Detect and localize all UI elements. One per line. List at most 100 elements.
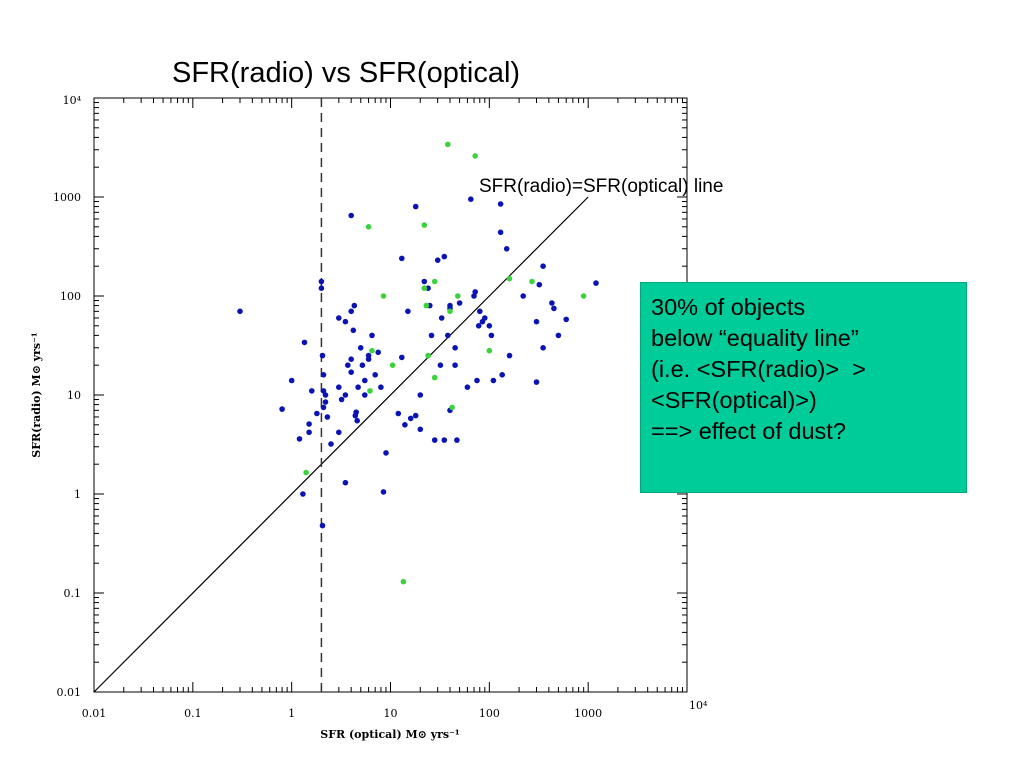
equality-line	[93, 196, 589, 693]
axis-ticks	[93, 97, 688, 693]
data-point-blue	[348, 308, 355, 315]
data-point-green	[369, 347, 375, 354]
data-point-green	[447, 308, 453, 315]
data-point-blue	[322, 399, 329, 405]
data-point-green	[421, 222, 428, 228]
data-point-blue	[438, 315, 445, 321]
data-point-blue	[306, 421, 312, 427]
annotation-line: below “equality line”	[651, 325, 859, 351]
data-point-blue	[237, 308, 243, 315]
data-point-blue	[383, 450, 389, 456]
annotation-line: <SFR(optical)>)	[651, 387, 817, 413]
data-point-blue	[322, 392, 329, 398]
data-point-blue	[441, 437, 448, 443]
data-point-blue	[380, 489, 387, 495]
data-point-blue	[452, 345, 458, 351]
y-tick-label: 100	[60, 290, 81, 303]
data-point-green	[445, 141, 451, 148]
y-tick-label: 0.01	[57, 686, 82, 699]
data-point-blue	[355, 384, 361, 391]
data-point-blue	[375, 349, 382, 356]
data-point-blue	[324, 414, 331, 420]
data-point-blue	[477, 308, 483, 315]
data-point-blue	[362, 392, 368, 398]
y-tick-label: 1000	[53, 191, 81, 204]
data-point-blue	[520, 293, 526, 299]
data-point-blue	[336, 315, 342, 321]
data-point-blue	[348, 356, 355, 363]
data-point-blue	[372, 372, 379, 378]
x-tick-label: 0.1	[184, 707, 202, 720]
data-point-blue	[296, 436, 303, 442]
data-point-blue	[533, 318, 540, 325]
annotation-box: 30% of objects below “equality line” (i.…	[640, 282, 967, 493]
data-point-blue	[342, 479, 349, 486]
y-tick-label: 0.1	[64, 587, 82, 600]
data-point-blue	[464, 384, 471, 391]
data-point-green	[365, 224, 372, 230]
data-point-blue	[412, 412, 419, 419]
data-point-green	[380, 293, 387, 299]
data-point-blue	[474, 377, 480, 384]
data-point-blue	[441, 253, 448, 260]
data-point-green	[389, 362, 396, 369]
data-point-blue	[454, 437, 460, 443]
x-tick-label: 0.01	[82, 707, 107, 720]
data-point-blue	[468, 196, 474, 202]
data-point-blue	[499, 372, 506, 378]
x-tick-label: 10⁴	[689, 699, 708, 712]
data-point-blue	[428, 332, 435, 339]
data-point-green	[431, 374, 438, 381]
x-tick-label: 1000	[574, 707, 602, 720]
data-point-blue	[555, 332, 562, 339]
data-point-green	[580, 293, 587, 299]
data-point-blue	[472, 289, 479, 295]
data-point-green	[506, 275, 513, 282]
data-point-blue	[405, 308, 411, 315]
data-point-blue	[417, 392, 424, 398]
data-point-blue	[279, 406, 285, 412]
data-point-blue	[336, 384, 342, 391]
data-point-blue	[301, 339, 308, 346]
data-point-green	[425, 352, 431, 359]
data-point-blue	[417, 426, 424, 433]
data-point-blue	[353, 409, 360, 416]
data-point-green	[367, 388, 373, 394]
data-point-blue	[338, 396, 345, 403]
data-point-blue	[412, 203, 419, 210]
data-point-blue	[350, 327, 357, 334]
y-tick-label: 10⁴	[63, 94, 82, 107]
annotation-line: ==> effect of dust?	[651, 418, 846, 444]
data-points	[237, 141, 599, 585]
data-point-blue	[395, 410, 402, 417]
data-point-blue	[549, 300, 555, 306]
data-point-blue	[551, 305, 557, 312]
data-point-blue	[475, 323, 482, 329]
y-axis-label: SFR(radio) M⊙ yrs⁻¹	[30, 332, 43, 458]
data-point-blue	[365, 356, 372, 363]
slide-title: SFR(radio) vs SFR(optical)	[172, 57, 521, 89]
y-tick-label: 10	[67, 389, 81, 402]
data-point-green	[472, 153, 479, 159]
data-point-blue	[342, 318, 349, 325]
y-tick-labels: 0.01 0.1 1 10 100 1000 10⁴	[53, 94, 82, 699]
data-point-green	[486, 347, 493, 354]
data-point-blue	[320, 372, 327, 378]
data-point-green	[431, 278, 438, 285]
data-point-blue	[431, 437, 438, 443]
data-point-blue	[533, 379, 540, 385]
data-point-blue	[402, 422, 408, 428]
data-point-blue	[437, 362, 444, 369]
equality-line-label: SFR(radio)=SFR(optical) line	[479, 176, 723, 197]
data-point-blue	[342, 392, 349, 398]
data-point-blue	[319, 522, 326, 529]
data-point-blue	[354, 417, 361, 424]
data-point-blue	[452, 362, 458, 369]
data-point-blue	[421, 278, 428, 285]
data-point-blue	[407, 415, 414, 422]
data-point-blue	[497, 229, 504, 236]
data-point-blue	[399, 255, 405, 262]
data-point-blue	[434, 257, 441, 264]
reference-lines	[93, 98, 589, 693]
